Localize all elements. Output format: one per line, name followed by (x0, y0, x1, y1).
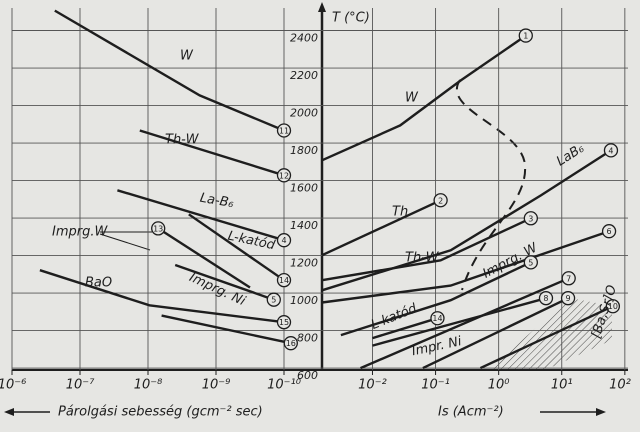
y-tick-label: 1200 (290, 257, 318, 270)
x-tick-label: 10² (609, 378, 631, 393)
y-tick-label: 600 (297, 369, 318, 382)
x-tick-label: 10⁻¹⁰ (267, 378, 302, 393)
y-tick-label: 1000 (290, 294, 318, 307)
marker-label: 10 (608, 302, 618, 311)
series-label: W (180, 49, 194, 64)
series-line (139, 129, 285, 177)
marker-label: 5 (271, 296, 276, 305)
marker-label: 14 (432, 314, 442, 323)
series-label: Th (392, 205, 408, 220)
marker-label: 15 (279, 318, 289, 327)
marker-label: 13 (153, 224, 163, 233)
marker-label: 9 (566, 294, 571, 303)
x-tick-label: 10⁻⁹ (202, 378, 231, 393)
marker-circle (560, 291, 576, 306)
series-label: Th-W (165, 133, 200, 148)
series-line (360, 277, 570, 370)
marker-label: 8 (543, 294, 548, 303)
hatched-region (488, 298, 612, 370)
marker-label: 4 (281, 236, 286, 245)
x-axis-label: Is (Acm⁻²) (438, 405, 504, 420)
x-axis-label: Párolgási sebesség (gcm⁻² sec) (58, 405, 263, 420)
pointer (99, 233, 151, 251)
marker-circle (605, 299, 621, 314)
x-tick-label: 10⁰ (488, 378, 511, 393)
series-line (321, 217, 532, 282)
series-line (422, 297, 569, 370)
marker-circle (561, 271, 576, 286)
marker-label: 5 (528, 258, 533, 267)
y-tick-label: 2200 (290, 69, 318, 82)
marker-label: 14 (279, 276, 289, 285)
marker-label: 7 (566, 274, 571, 283)
right-arrowhead (596, 408, 606, 416)
marker-label: 2 (438, 196, 443, 205)
marker-circle (538, 291, 554, 306)
marker-circle (276, 233, 292, 248)
marker-circle (523, 211, 538, 226)
marker-label: 11 (279, 126, 289, 135)
marker-circle (151, 221, 166, 236)
marker-label: 6 (607, 227, 612, 236)
x-tick-label: 10¹ (551, 378, 573, 393)
marker-circle (430, 311, 445, 326)
y-arrow (318, 2, 326, 12)
marker-circle (603, 143, 619, 158)
left-arrowhead (4, 408, 14, 416)
y-tick-label: 1400 (290, 219, 318, 232)
series-label: Th-W (405, 251, 440, 266)
series-line (39, 269, 285, 324)
series-line (340, 261, 532, 337)
y-axis-label: T (°C) (332, 11, 370, 26)
x-tick-label: 10⁻⁷ (66, 378, 95, 393)
marker-label: 12 (279, 171, 289, 180)
y-tick-label: 1600 (290, 182, 318, 195)
marker-label: 3 (528, 214, 533, 223)
series-line (372, 297, 547, 347)
y-tick-label: 2000 (290, 107, 318, 120)
marker-circle (276, 273, 292, 288)
y-tick-label: 2400 (290, 32, 318, 45)
y-tick-label: 800 (297, 332, 318, 345)
marker-circle (276, 168, 292, 183)
marker-circle (283, 336, 298, 351)
series-line (117, 189, 285, 242)
series-line (321, 230, 610, 304)
x-tick-label: 10⁻¹ (421, 378, 450, 393)
marker-circle (601, 224, 617, 239)
marker-circle (523, 255, 538, 270)
series-label: Imprg.W (52, 225, 108, 240)
marker-circle (433, 193, 448, 208)
marker-label: 1 (523, 32, 528, 41)
series-line (321, 34, 527, 162)
marker-circle (518, 28, 533, 43)
marker-label: 16 (286, 339, 296, 348)
series-line (54, 9, 285, 132)
series-line (321, 199, 442, 257)
x-tick-label: 10⁻² (358, 378, 387, 393)
marker-label: 4 (608, 146, 613, 155)
y-tick-label: 1800 (290, 144, 318, 157)
x-tick-label: 10⁻⁸ (134, 378, 163, 393)
series-line (174, 263, 275, 301)
series-label: W (405, 91, 419, 106)
series-label: BaO (85, 276, 112, 291)
marker-circle (276, 123, 292, 138)
series-line (372, 317, 438, 340)
dashed-curve (456, 79, 527, 291)
marker-circle (266, 292, 281, 307)
series-line (161, 314, 292, 345)
series-line (157, 227, 251, 289)
series-line (188, 213, 285, 282)
series-label: La-B₆ (199, 191, 235, 212)
marker-circle (276, 315, 292, 330)
series-line (479, 305, 614, 370)
x-tick-label: 10⁻⁶ (0, 378, 26, 393)
